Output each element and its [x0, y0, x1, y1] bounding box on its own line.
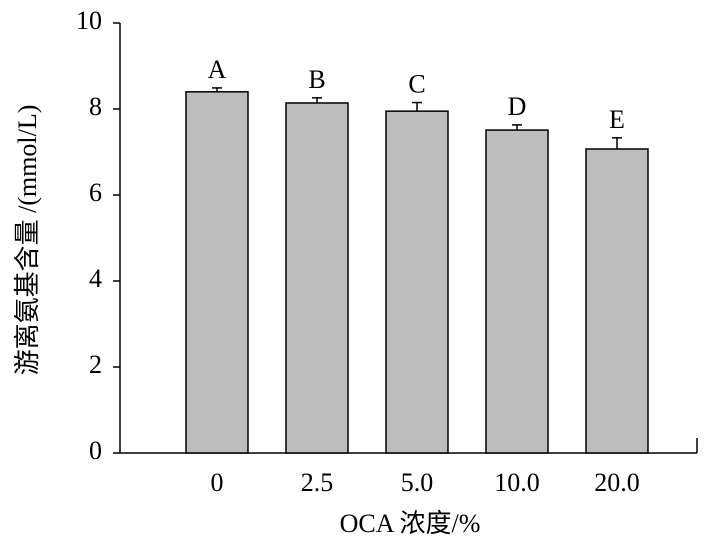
annotation: E	[609, 105, 625, 134]
y-tick-label: 8	[89, 92, 102, 121]
y-tick-label: 10	[76, 6, 102, 35]
x-tick-label: 5.0	[401, 468, 434, 497]
annotation: B	[308, 65, 325, 94]
bar	[285, 102, 349, 454]
bar	[485, 129, 549, 454]
y-tick-label: 6	[89, 178, 102, 207]
bar	[185, 91, 249, 454]
annotation: C	[408, 70, 425, 99]
annotation: D	[508, 92, 527, 121]
x-tick-label: 2.5	[301, 468, 334, 497]
x-tick-label: 0	[211, 468, 224, 497]
x-tick-label: 20.0	[594, 468, 640, 497]
x-tick-label: 10.0	[494, 468, 540, 497]
bar	[385, 110, 449, 454]
x-axis-label: OCA 浓度/%	[340, 509, 481, 538]
y-tick-label: 2	[89, 350, 102, 379]
y-axis-label: 游离氨基含量 /(mmol/L)	[13, 105, 42, 376]
annotation: A	[208, 55, 227, 84]
y-tick-label: 4	[89, 264, 102, 293]
y-tick-label: 0	[89, 436, 102, 465]
bar	[585, 148, 649, 454]
